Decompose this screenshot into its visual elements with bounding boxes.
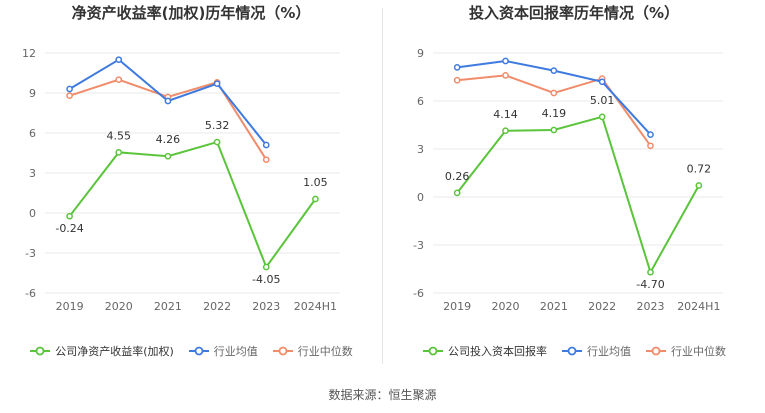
chart-title: 净资产收益率(加权)历年情况（%） xyxy=(71,4,311,22)
legend-label: 行业均值 xyxy=(213,345,258,358)
legend-item-company[interactable]: 公司投入资本回报率 xyxy=(422,343,547,359)
legend-label: 公司投入资本回报率 xyxy=(448,345,547,358)
data-label: -4.05 xyxy=(252,273,280,286)
chart-title: 投入资本回报率历年情况（%） xyxy=(468,4,680,22)
x-tick-label: 2020 xyxy=(105,300,133,313)
industry-median-line xyxy=(69,78,268,161)
industry-avg-point xyxy=(213,80,221,88)
company-line xyxy=(456,115,700,275)
industry-avg-point xyxy=(164,97,172,105)
x-tick-label: 2021 xyxy=(154,300,182,313)
data-label: 4.26 xyxy=(156,133,181,146)
x-tick-label: 2019 xyxy=(56,300,84,313)
company-point xyxy=(647,268,654,276)
legend-swatch-icon xyxy=(30,346,51,356)
data-label: -4.70 xyxy=(636,278,664,291)
x-tick-label: 2024H1 xyxy=(294,300,337,313)
company-point xyxy=(213,138,221,146)
roe-chart-panel: 净资产收益率(加权)历年情况（%） -6 -3 0 3 6 9 12 2019 2020 2021… xyxy=(0,0,382,372)
y-tick-label: 0 xyxy=(417,191,424,204)
x-tick-label: 2024H1 xyxy=(677,300,720,313)
data-label: 0.26 xyxy=(445,170,470,183)
y-tick-label: 3 xyxy=(417,143,424,156)
industry-median-point xyxy=(550,89,558,97)
industry-median-point xyxy=(647,142,654,150)
company-point xyxy=(115,148,123,156)
y-tick-label: 9 xyxy=(417,47,424,60)
legend-item-company[interactable]: 公司净资产收益率(加权) xyxy=(29,343,174,359)
company-point xyxy=(312,195,319,203)
company-point xyxy=(453,189,461,197)
x-tick-label: 2021 xyxy=(540,300,568,313)
y-tick-label: -3 xyxy=(25,247,36,260)
x-tick-label: 2022 xyxy=(203,300,231,313)
legend-item-industry-median[interactable]: 行业中位数 xyxy=(272,343,353,359)
x-tick-label: 2023 xyxy=(252,300,280,313)
legend-label: 行业中位数 xyxy=(671,345,726,358)
roic-chart-plot: -6 -3 0 3 6 9 2019 2020 2021 2022 2023 2024H1 0.26 4.… xyxy=(413,47,723,313)
legend-item-industry-median[interactable]: 行业中位数 xyxy=(645,343,726,359)
data-label: 1.05 xyxy=(303,176,328,189)
company-point xyxy=(164,152,172,160)
legend-swatch-icon xyxy=(423,346,443,356)
data-label: 4.19 xyxy=(542,107,567,120)
legend-label: 行业均值 xyxy=(587,345,631,358)
panel-divider xyxy=(382,8,383,364)
data-label: 0.72 xyxy=(687,162,712,175)
industry-median-point xyxy=(115,76,123,84)
x-tick-label: 2019 xyxy=(443,300,471,313)
industry-avg-point xyxy=(502,57,509,65)
y-tick-label: 0 xyxy=(29,207,36,220)
company-point xyxy=(550,126,558,134)
legend-swatch-icon xyxy=(188,346,209,356)
industry-median-point xyxy=(502,72,509,79)
data-source-note: 数据来源：恒生聚源 xyxy=(328,388,437,402)
y-tick-label: 6 xyxy=(417,95,424,108)
legend-swatch-icon xyxy=(646,346,666,356)
roic-chart-legend: 公司投入资本回报率 行业均值 行业中位数 xyxy=(383,343,765,359)
industry-avg-point xyxy=(550,67,558,74)
y-tick-label: -6 xyxy=(413,287,424,300)
industry-avg-point xyxy=(262,141,270,149)
y-tick-label: 6 xyxy=(29,127,36,140)
y-tick-label: -3 xyxy=(413,239,424,252)
legend-swatch-icon xyxy=(272,346,293,356)
y-tick-label: 12 xyxy=(22,47,36,60)
data-label: 5.32 xyxy=(205,119,230,132)
roe-chart-legend: 公司净资产收益率(加权) 行业均值 行业中位数 xyxy=(0,343,382,359)
legend-item-industry-avg[interactable]: 行业均值 xyxy=(561,343,631,359)
legend-label: 行业中位数 xyxy=(297,345,353,358)
company-point xyxy=(695,182,703,189)
company-line xyxy=(68,140,317,270)
industry-avg-point xyxy=(66,85,73,93)
data-label: 4.14 xyxy=(493,108,518,121)
company-point xyxy=(502,127,509,135)
company-point xyxy=(598,113,606,121)
legend-item-industry-avg[interactable]: 行业均值 xyxy=(188,343,258,359)
company-point xyxy=(262,263,270,271)
industry-median-point xyxy=(66,92,73,100)
x-tick-label: 2023 xyxy=(637,300,665,313)
data-label: 5.01 xyxy=(590,94,615,107)
x-tick-label: 2020 xyxy=(492,300,520,313)
x-tick-label: 2022 xyxy=(588,300,616,313)
y-tick-label: -6 xyxy=(25,287,36,300)
industry-avg-point xyxy=(598,78,606,86)
industry-median-point xyxy=(453,76,461,84)
legend-label: 公司净资产收益率(加权) xyxy=(55,345,174,358)
legend-swatch-icon xyxy=(562,346,582,356)
y-tick-label: 9 xyxy=(29,87,36,100)
industry-median-point xyxy=(262,156,270,164)
roe-chart-plot: -6 -3 0 3 6 9 12 2019 2020 2021 2022 2023 2024H1 -0.2… xyxy=(22,47,340,313)
company-point xyxy=(66,212,73,220)
y-tick-label: 3 xyxy=(29,167,36,180)
data-label: -0.24 xyxy=(55,222,83,235)
industry-avg-point xyxy=(115,56,123,64)
roic-chart-panel: 投入资本回报率历年情况（%） -6 -3 0 3 6 9 2019 2020 2021 2022 2… xyxy=(383,0,765,372)
data-label: 4.55 xyxy=(107,129,132,142)
industry-avg-point xyxy=(647,131,654,138)
industry-avg-point xyxy=(453,64,461,71)
